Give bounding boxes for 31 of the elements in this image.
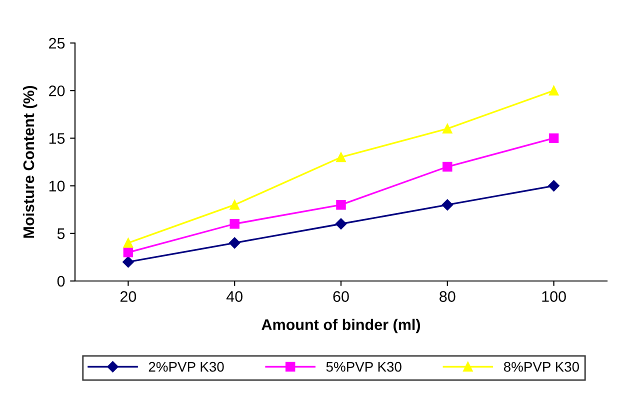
y-tick-label: 0 (57, 276, 65, 287)
y-axis-title: Moisture Content (%) (22, 86, 38, 238)
point (335, 218, 347, 230)
point (230, 219, 240, 229)
point (228, 237, 240, 249)
y-tick-label: 25 (49, 38, 65, 49)
point (442, 162, 452, 172)
legend-label: 5%PVP K30 (326, 362, 402, 372)
x-tick-label: 100 (542, 291, 566, 302)
y-tick-label: 10 (49, 180, 65, 192)
y-tick-label: 5 (57, 228, 65, 240)
point (123, 238, 134, 248)
point (442, 124, 452, 134)
x-tick-label: 80 (440, 291, 456, 302)
y-tick-label: 20 (49, 85, 65, 96)
x-axis-title: Amount of binder (ml) (262, 318, 420, 334)
point (548, 86, 559, 96)
point (548, 133, 559, 144)
point (123, 248, 134, 258)
point (442, 199, 454, 210)
y-tick-label: 15 (49, 133, 65, 144)
x-tick-label: 40 (226, 291, 242, 302)
x-tick-label: 60 (333, 291, 349, 302)
legend-label: 8%PVP K30 (504, 362, 579, 372)
point (548, 180, 560, 192)
point (336, 200, 346, 210)
point (230, 200, 240, 210)
x-tick-label: 20 (120, 291, 136, 302)
point (122, 256, 134, 268)
point (336, 152, 346, 162)
legend-label: 2%PVP K30 (148, 362, 224, 372)
